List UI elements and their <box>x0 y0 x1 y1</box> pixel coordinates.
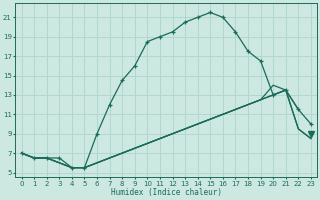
X-axis label: Humidex (Indice chaleur): Humidex (Indice chaleur) <box>111 188 222 197</box>
